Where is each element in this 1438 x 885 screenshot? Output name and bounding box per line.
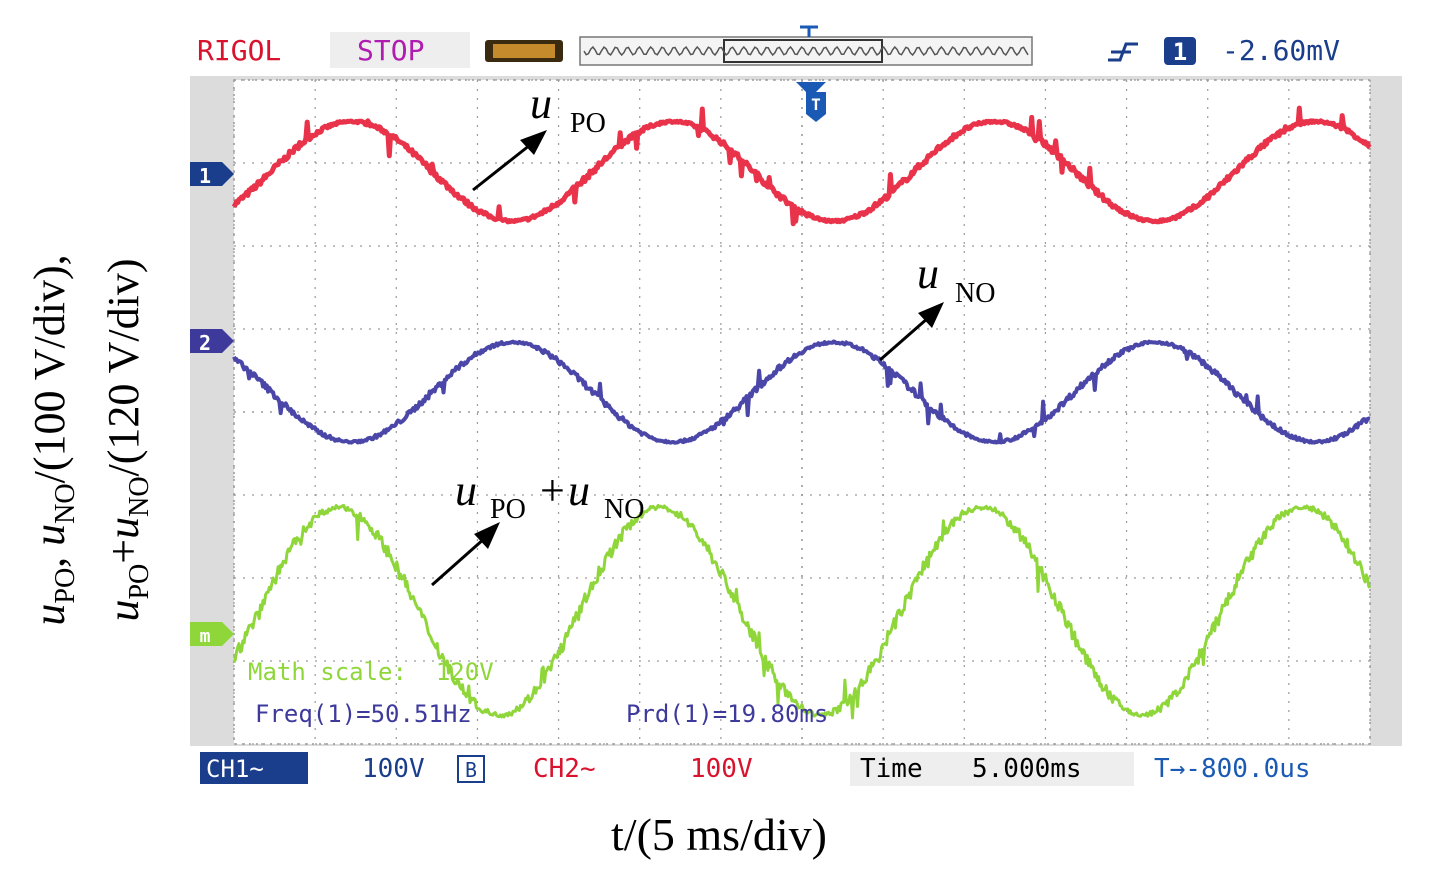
ch1-status-badge	[200, 752, 308, 784]
bottom-status-bar: CH1~ 100V B CH2~ 100V Time 5.000ms T→-80…	[190, 746, 1402, 794]
svg-text:B: B	[465, 758, 477, 782]
frequency-readout: Freq(1)=50.51Hz	[255, 700, 472, 728]
svg-text:PO: PO	[570, 108, 606, 139]
math-scale-readout: Math scale: 120V	[248, 658, 494, 686]
timebase-label: Time	[860, 754, 923, 784]
top-status-bar: RIGOL STOP 1 -2.60mV	[190, 25, 1402, 76]
trigger-edge-icon	[1108, 42, 1138, 62]
ch1-scale-value: 100V	[362, 754, 425, 784]
x-axis-title: t/(5 ms/div)	[611, 809, 827, 860]
math-marker: m	[190, 622, 234, 647]
waveform-overview-icon	[579, 25, 1033, 66]
period-readout: Prd(1)=19.80ms	[626, 700, 828, 728]
svg-text:NO: NO	[955, 278, 995, 309]
svg-text:u: u	[455, 466, 477, 515]
svg-text:2: 2	[199, 331, 211, 355]
svg-text:m: m	[200, 626, 211, 647]
trace-upo-plus-uno	[232, 503, 1372, 720]
svg-text:T: T	[811, 95, 821, 114]
svg-text:1: 1	[199, 164, 211, 188]
trigger-source-badge	[1164, 37, 1196, 65]
svg-text:NO: NO	[604, 494, 644, 525]
svg-text:u: u	[917, 249, 939, 298]
trigger-level-value: -2.60mV	[1222, 34, 1340, 67]
timebase-value: 5.000ms	[972, 754, 1082, 784]
trace-uno	[232, 339, 1371, 445]
graticule	[233, 79, 1371, 745]
label-upo: u PO	[472, 79, 606, 192]
ch2-scale-value: 100V	[690, 754, 753, 784]
svg-text:u: u	[568, 466, 590, 515]
ch2-marker: 2	[190, 329, 234, 355]
label-upo-plus-uno: u PO + u NO	[431, 466, 644, 587]
svg-text:PO: PO	[490, 494, 526, 525]
trigger-source-label: 1	[1173, 38, 1187, 66]
graticule-border	[233, 79, 1371, 745]
trigger-position-marker: T	[796, 82, 826, 122]
ch1-marker: 1	[190, 162, 234, 188]
trace-upo	[231, 105, 1372, 227]
label-uno: u NO	[879, 249, 995, 362]
bandwidth-limit-icon	[457, 755, 485, 783]
run-state-label: STOP	[357, 34, 424, 67]
trigger-offset-value: T→-800.0us	[1154, 754, 1311, 784]
memory-depth-icon	[485, 40, 563, 62]
svg-text:+: +	[540, 466, 565, 515]
ch2-status-label: CH2~	[533, 754, 596, 784]
ch1-status-label: CH1~	[206, 755, 264, 783]
svg-text:u: u	[530, 79, 552, 128]
brand-label: RIGOL	[197, 34, 281, 67]
